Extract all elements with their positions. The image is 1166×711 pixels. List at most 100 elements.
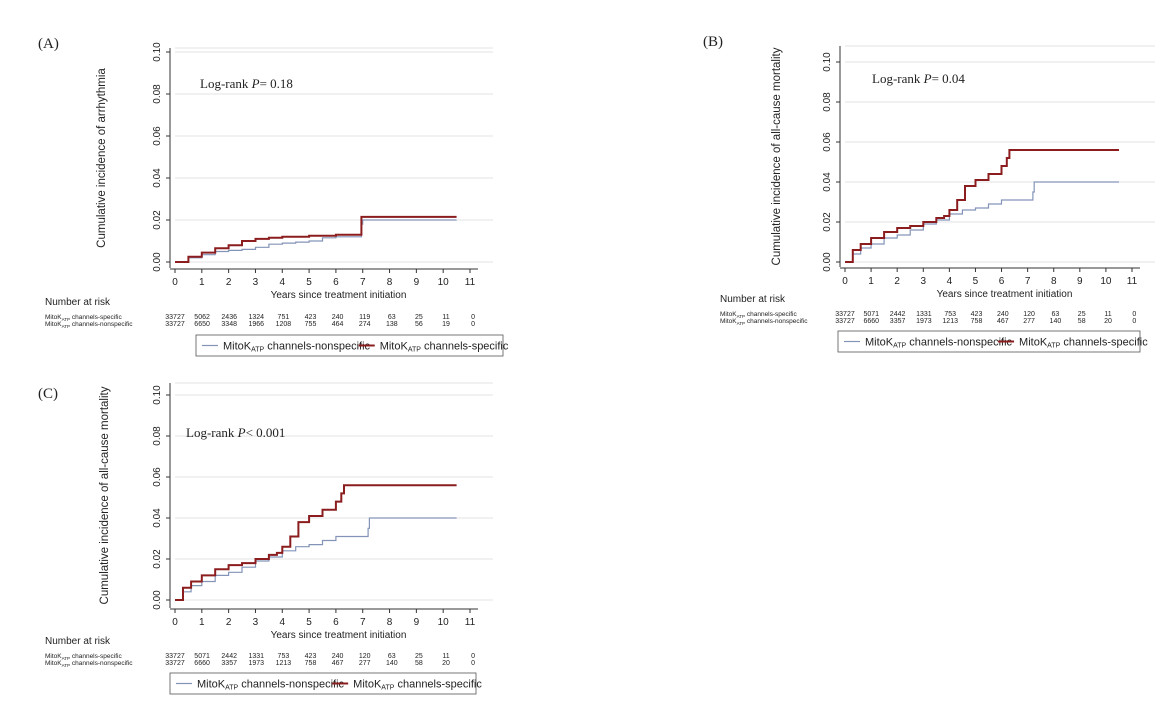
risk-count-specific: 1331 xyxy=(249,653,265,660)
legend-label-specific: MitoKATP channels-specific xyxy=(380,341,509,354)
risk-count-nonspecific: 758 xyxy=(305,660,317,667)
panel-label: (B) xyxy=(703,34,723,50)
risk-count-nonspecific: 467 xyxy=(332,660,344,667)
risk-count-specific: 25 xyxy=(415,314,423,321)
y-tick-label: 0.10 xyxy=(152,42,163,62)
legend-label-specific: MitoKATP channels-specific xyxy=(1019,337,1148,350)
risk-count-nonspecific: 6650 xyxy=(194,321,210,328)
legend: MitoKATP channels-nonspecific MitoKATP ch… xyxy=(195,334,509,357)
risk-count-specific: 120 xyxy=(359,653,371,660)
risk-count-specific: 11 xyxy=(442,653,449,660)
risk-count-specific: 1331 xyxy=(916,311,932,318)
x-tick-label: 5 xyxy=(306,277,312,288)
x-tick-label: 0 xyxy=(842,276,848,287)
risk-count-specific: 25 xyxy=(415,653,423,660)
risk-count-nonspecific: 138 xyxy=(386,321,398,328)
x-tick-label: 6 xyxy=(999,276,1005,287)
y-tick-label: 0.04 xyxy=(152,168,163,188)
risk-count-nonspecific: 467 xyxy=(997,318,1009,325)
panel-label: (C) xyxy=(38,386,58,402)
y-tick-label: 0.08 xyxy=(822,92,833,112)
risk-count-specific: 423 xyxy=(305,653,317,660)
risk-count-nonspecific: 140 xyxy=(386,660,398,667)
y-tick-label: 0.08 xyxy=(152,426,163,446)
risk-count-specific: 0 xyxy=(1132,311,1136,318)
x-tick-label: 5 xyxy=(306,617,312,628)
risk-count-nonspecific: 755 xyxy=(305,321,317,328)
risk-count-nonspecific: 56 xyxy=(415,321,423,328)
risk-count-nonspecific: 140 xyxy=(1050,318,1062,325)
x-tick-label: 0 xyxy=(172,617,178,628)
x-axis-title: Years since treatment initiation xyxy=(937,289,1073,300)
y-tick-label: 0.06 xyxy=(152,467,163,487)
risk-count-specific: 1324 xyxy=(249,314,265,321)
legend-box xyxy=(837,330,1141,353)
legend-label-nonspecific: MitoKATP channels-nonspecific xyxy=(223,341,371,354)
y-tick-label: 0.10 xyxy=(822,52,833,72)
x-tick-label: 0 xyxy=(172,277,178,288)
risk-count-specific: 2442 xyxy=(890,311,906,318)
y-axis-title: Cumulative incidence of all-cause mortal… xyxy=(99,386,111,604)
risk-count-specific: 240 xyxy=(997,311,1009,318)
legend-label-nonspecific: MitoKATP channels-nonspecific xyxy=(865,337,1013,350)
risk-count-nonspecific: 3357 xyxy=(890,318,906,325)
risk-count-specific: 63 xyxy=(388,653,396,660)
risk-count-nonspecific: 33727 xyxy=(165,321,185,328)
legend: MitoKATP channels-nonspecific MitoKATP ch… xyxy=(169,672,482,695)
risk-count-specific: 240 xyxy=(332,653,344,660)
y-tick-label: 0.02 xyxy=(822,212,833,232)
series-line-specific xyxy=(845,149,1119,263)
x-tick-label: 7 xyxy=(1025,276,1031,287)
risk-row-label-nonspecific: MitoKATP channels-nonspecific xyxy=(45,660,133,668)
x-tick-label: 1 xyxy=(868,276,874,287)
legend-box xyxy=(169,672,477,695)
x-tick-label: 10 xyxy=(1100,276,1112,287)
x-tick-label: 2 xyxy=(226,277,232,288)
risk-count-nonspecific: 1973 xyxy=(249,660,265,667)
x-tick-label: 10 xyxy=(438,277,450,288)
risk-count-nonspecific: 6660 xyxy=(194,660,210,667)
x-tick-label: 8 xyxy=(1051,276,1057,287)
risk-count-specific: 120 xyxy=(1023,311,1035,318)
risk-table: Number at risk MitoKATP channels-specific… xyxy=(45,636,475,668)
risk-count-specific: 5062 xyxy=(194,314,210,321)
y-tick-label: 0.04 xyxy=(152,508,163,528)
risk-count-nonspecific: 1213 xyxy=(276,660,292,667)
risk-row-label-specific: MitoKATP channels-specific xyxy=(45,653,122,661)
y-axis-title: Cumulative incidence of all-cause mortal… xyxy=(771,47,783,265)
risk-count-specific: 33727 xyxy=(835,311,855,318)
gridlines xyxy=(175,47,493,263)
risk-row-label-specific: MitoKATP channels-specific xyxy=(720,311,797,319)
risk-count-nonspecific: 33727 xyxy=(835,318,855,325)
series-line-specific xyxy=(175,484,457,601)
risk-count-nonspecific: 6660 xyxy=(864,318,880,325)
x-tick-label: 3 xyxy=(920,276,926,287)
risk-count-nonspecific: 1208 xyxy=(276,321,292,328)
chart-panel-3: (C) 0.00 0.02 0.04 0.06 0.08 0.10 0 1 2 3 4 5 6 7 8 9 10 1… xyxy=(38,382,493,695)
risk-count-nonspecific: 1213 xyxy=(942,318,958,325)
risk-table-title: Number at risk xyxy=(720,294,786,305)
gridlines xyxy=(175,382,493,601)
x-tick-label: 7 xyxy=(360,617,366,628)
risk-count-specific: 11 xyxy=(442,314,449,321)
risk-count-specific: 63 xyxy=(388,314,396,321)
x-tick-label: 10 xyxy=(438,617,450,628)
x-tick-label: 3 xyxy=(253,277,259,288)
risk-count-specific: 119 xyxy=(359,314,370,321)
risk-count-specific: 33727 xyxy=(165,314,185,321)
y-tick-label: 0.00 xyxy=(822,252,833,272)
x-tick-label: 11 xyxy=(465,617,476,628)
risk-count-nonspecific: 20 xyxy=(442,660,450,667)
legend-box xyxy=(195,334,504,357)
series-line-specific xyxy=(175,215,457,263)
x-tick-label: 6 xyxy=(333,277,339,288)
risk-count-specific: 751 xyxy=(278,314,290,321)
risk-count-nonspecific: 58 xyxy=(415,660,423,667)
chart-panel-1: (A)0.000.020.040.060.080.100 1 2 3 4 5 6 7 8 9 10 1… xyxy=(38,36,509,357)
x-tick-label: 4 xyxy=(279,617,285,628)
risk-count-nonspecific: 33727 xyxy=(165,660,185,667)
y-tick-label: 0.10 xyxy=(152,385,163,405)
risk-count-nonspecific: 758 xyxy=(971,318,983,325)
x-tick-label: 2 xyxy=(894,276,900,287)
